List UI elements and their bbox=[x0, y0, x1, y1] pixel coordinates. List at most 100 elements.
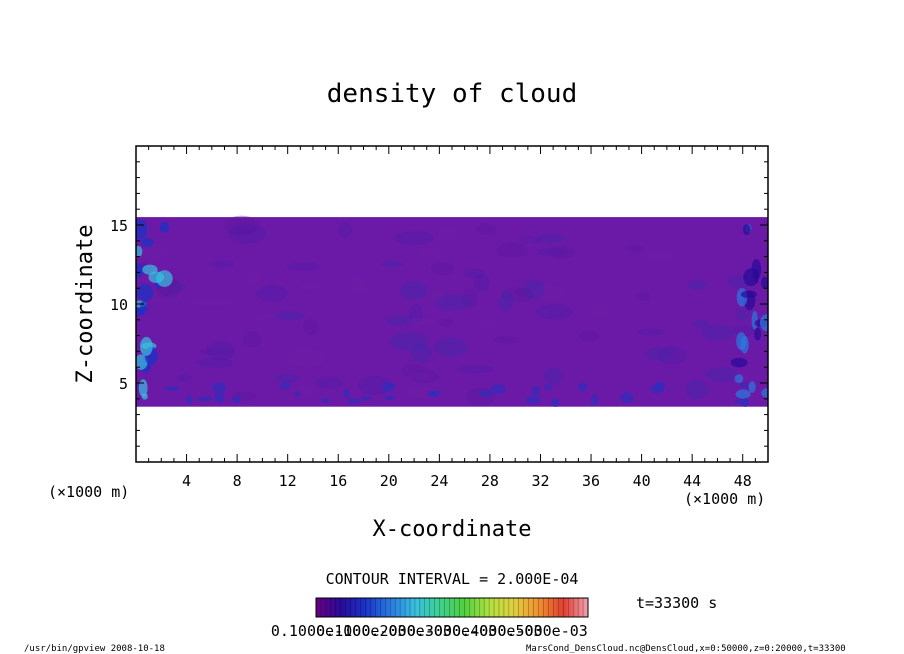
density-patch bbox=[351, 276, 366, 296]
density-patch bbox=[520, 237, 535, 248]
density-patch bbox=[700, 324, 735, 341]
y-tick-label: 5 bbox=[119, 375, 128, 393]
density-patch bbox=[438, 317, 454, 328]
density-edge-patch bbox=[136, 219, 148, 240]
density-bottom-patch bbox=[164, 386, 181, 391]
density-patch bbox=[389, 332, 429, 351]
density-bottom-patch bbox=[577, 382, 588, 392]
density-patch bbox=[687, 280, 707, 290]
density-patch bbox=[462, 288, 478, 308]
density-edge-patch bbox=[730, 357, 748, 368]
density-bottom-patch bbox=[321, 397, 329, 404]
density-patch bbox=[685, 380, 708, 400]
density-patch bbox=[475, 223, 498, 235]
density-patch bbox=[410, 343, 433, 363]
density-patch bbox=[209, 260, 235, 268]
colorbar-label: 0.3000e-03 bbox=[407, 622, 497, 640]
density-edge-patch bbox=[740, 290, 758, 299]
density-edge-patch bbox=[148, 271, 165, 284]
density-bottom-patch bbox=[232, 395, 242, 404]
density-patch bbox=[589, 303, 609, 318]
density-bottom-patch bbox=[478, 390, 492, 397]
density-patch bbox=[536, 247, 568, 257]
density-patch bbox=[177, 374, 192, 382]
density-patch bbox=[496, 242, 528, 258]
density-patch bbox=[298, 385, 311, 397]
density-edge-patch bbox=[136, 284, 154, 302]
y-axis-ticks: 5 10 15 bbox=[110, 161, 768, 447]
density-patch bbox=[518, 236, 543, 244]
density-patch bbox=[223, 215, 260, 236]
density-patch bbox=[394, 231, 434, 246]
cloud-density-field bbox=[136, 215, 768, 408]
density-patch bbox=[636, 292, 651, 302]
density-patch bbox=[242, 331, 262, 348]
density-patch bbox=[579, 330, 599, 342]
density-edge-patch bbox=[761, 388, 768, 399]
colorbar-ticks bbox=[320, 598, 584, 617]
x-tick-label: 48 bbox=[734, 472, 752, 490]
density-bottom-patch bbox=[590, 394, 599, 406]
x-tick-label: 24 bbox=[430, 472, 448, 490]
density-patch bbox=[644, 347, 672, 361]
density-patch bbox=[275, 311, 304, 321]
density-patch bbox=[274, 373, 300, 384]
density-edge-patch bbox=[734, 374, 744, 384]
density-edge-patch bbox=[735, 389, 751, 399]
x-tick-label: 40 bbox=[633, 472, 651, 490]
density-patch bbox=[235, 228, 250, 235]
density-bottom-patch bbox=[490, 384, 506, 395]
y-tick-label: 10 bbox=[110, 296, 128, 314]
density-patch bbox=[500, 287, 534, 303]
density-bottom-patch bbox=[214, 391, 225, 403]
density-patch bbox=[256, 285, 288, 302]
density-patch bbox=[705, 366, 739, 382]
x-tick-label: 12 bbox=[279, 472, 297, 490]
colorbar-label: 0.4000e-03 bbox=[452, 622, 542, 640]
density-patch bbox=[252, 313, 273, 320]
density-patch bbox=[544, 367, 563, 385]
colorbar-label: 0.2000e-03 bbox=[362, 622, 452, 640]
x-tick-label: 32 bbox=[531, 472, 549, 490]
density-edge-patch bbox=[141, 393, 148, 400]
density-bottom-patch bbox=[347, 398, 361, 404]
density-edge-patch bbox=[743, 268, 760, 287]
density-edge-patch bbox=[761, 276, 768, 290]
density-edge-patch bbox=[136, 354, 148, 370]
density-patch bbox=[658, 346, 687, 365]
density-patch bbox=[465, 388, 496, 406]
density-patch bbox=[314, 376, 344, 389]
density-patch bbox=[430, 262, 455, 276]
density-patch bbox=[498, 291, 514, 312]
density-patch bbox=[400, 281, 428, 300]
density-bottom-patch bbox=[185, 395, 193, 405]
density-patch bbox=[514, 287, 529, 296]
x-unit-label-left: (×1000 m) bbox=[48, 483, 129, 501]
density-bottom-patch bbox=[620, 392, 634, 404]
x-tick-label: 20 bbox=[380, 472, 398, 490]
density-bottom-patch bbox=[525, 395, 541, 405]
x-axis-label: X-coordinate bbox=[373, 517, 532, 542]
density-patch bbox=[535, 303, 574, 320]
density-bottom-patch bbox=[212, 382, 227, 393]
density-patch bbox=[524, 279, 545, 300]
density-bottom-patch bbox=[294, 391, 302, 397]
density-patch bbox=[649, 250, 672, 262]
x-axis-ticks: 4 8 12 16 20 24 28 32 36 40 44 48 bbox=[148, 146, 756, 490]
colorbar-label: 0.1000e-10 bbox=[271, 622, 361, 640]
density-bottom-patch bbox=[428, 390, 441, 396]
density-patch bbox=[167, 281, 186, 292]
density-bottom-patch bbox=[531, 385, 540, 397]
density-edge-patch bbox=[136, 263, 144, 278]
density-bottom-patch bbox=[382, 382, 396, 392]
density-patch bbox=[637, 328, 665, 336]
x-tick-label: 8 bbox=[233, 472, 242, 490]
density-edge-patch bbox=[141, 237, 154, 248]
density-bottom-patch bbox=[655, 381, 666, 390]
x-unit-label-right: (×1000 m) bbox=[684, 490, 765, 508]
density-patch bbox=[415, 247, 442, 258]
density-edge-patch bbox=[159, 221, 170, 233]
density-patch bbox=[150, 289, 182, 305]
density-patch bbox=[693, 319, 709, 328]
